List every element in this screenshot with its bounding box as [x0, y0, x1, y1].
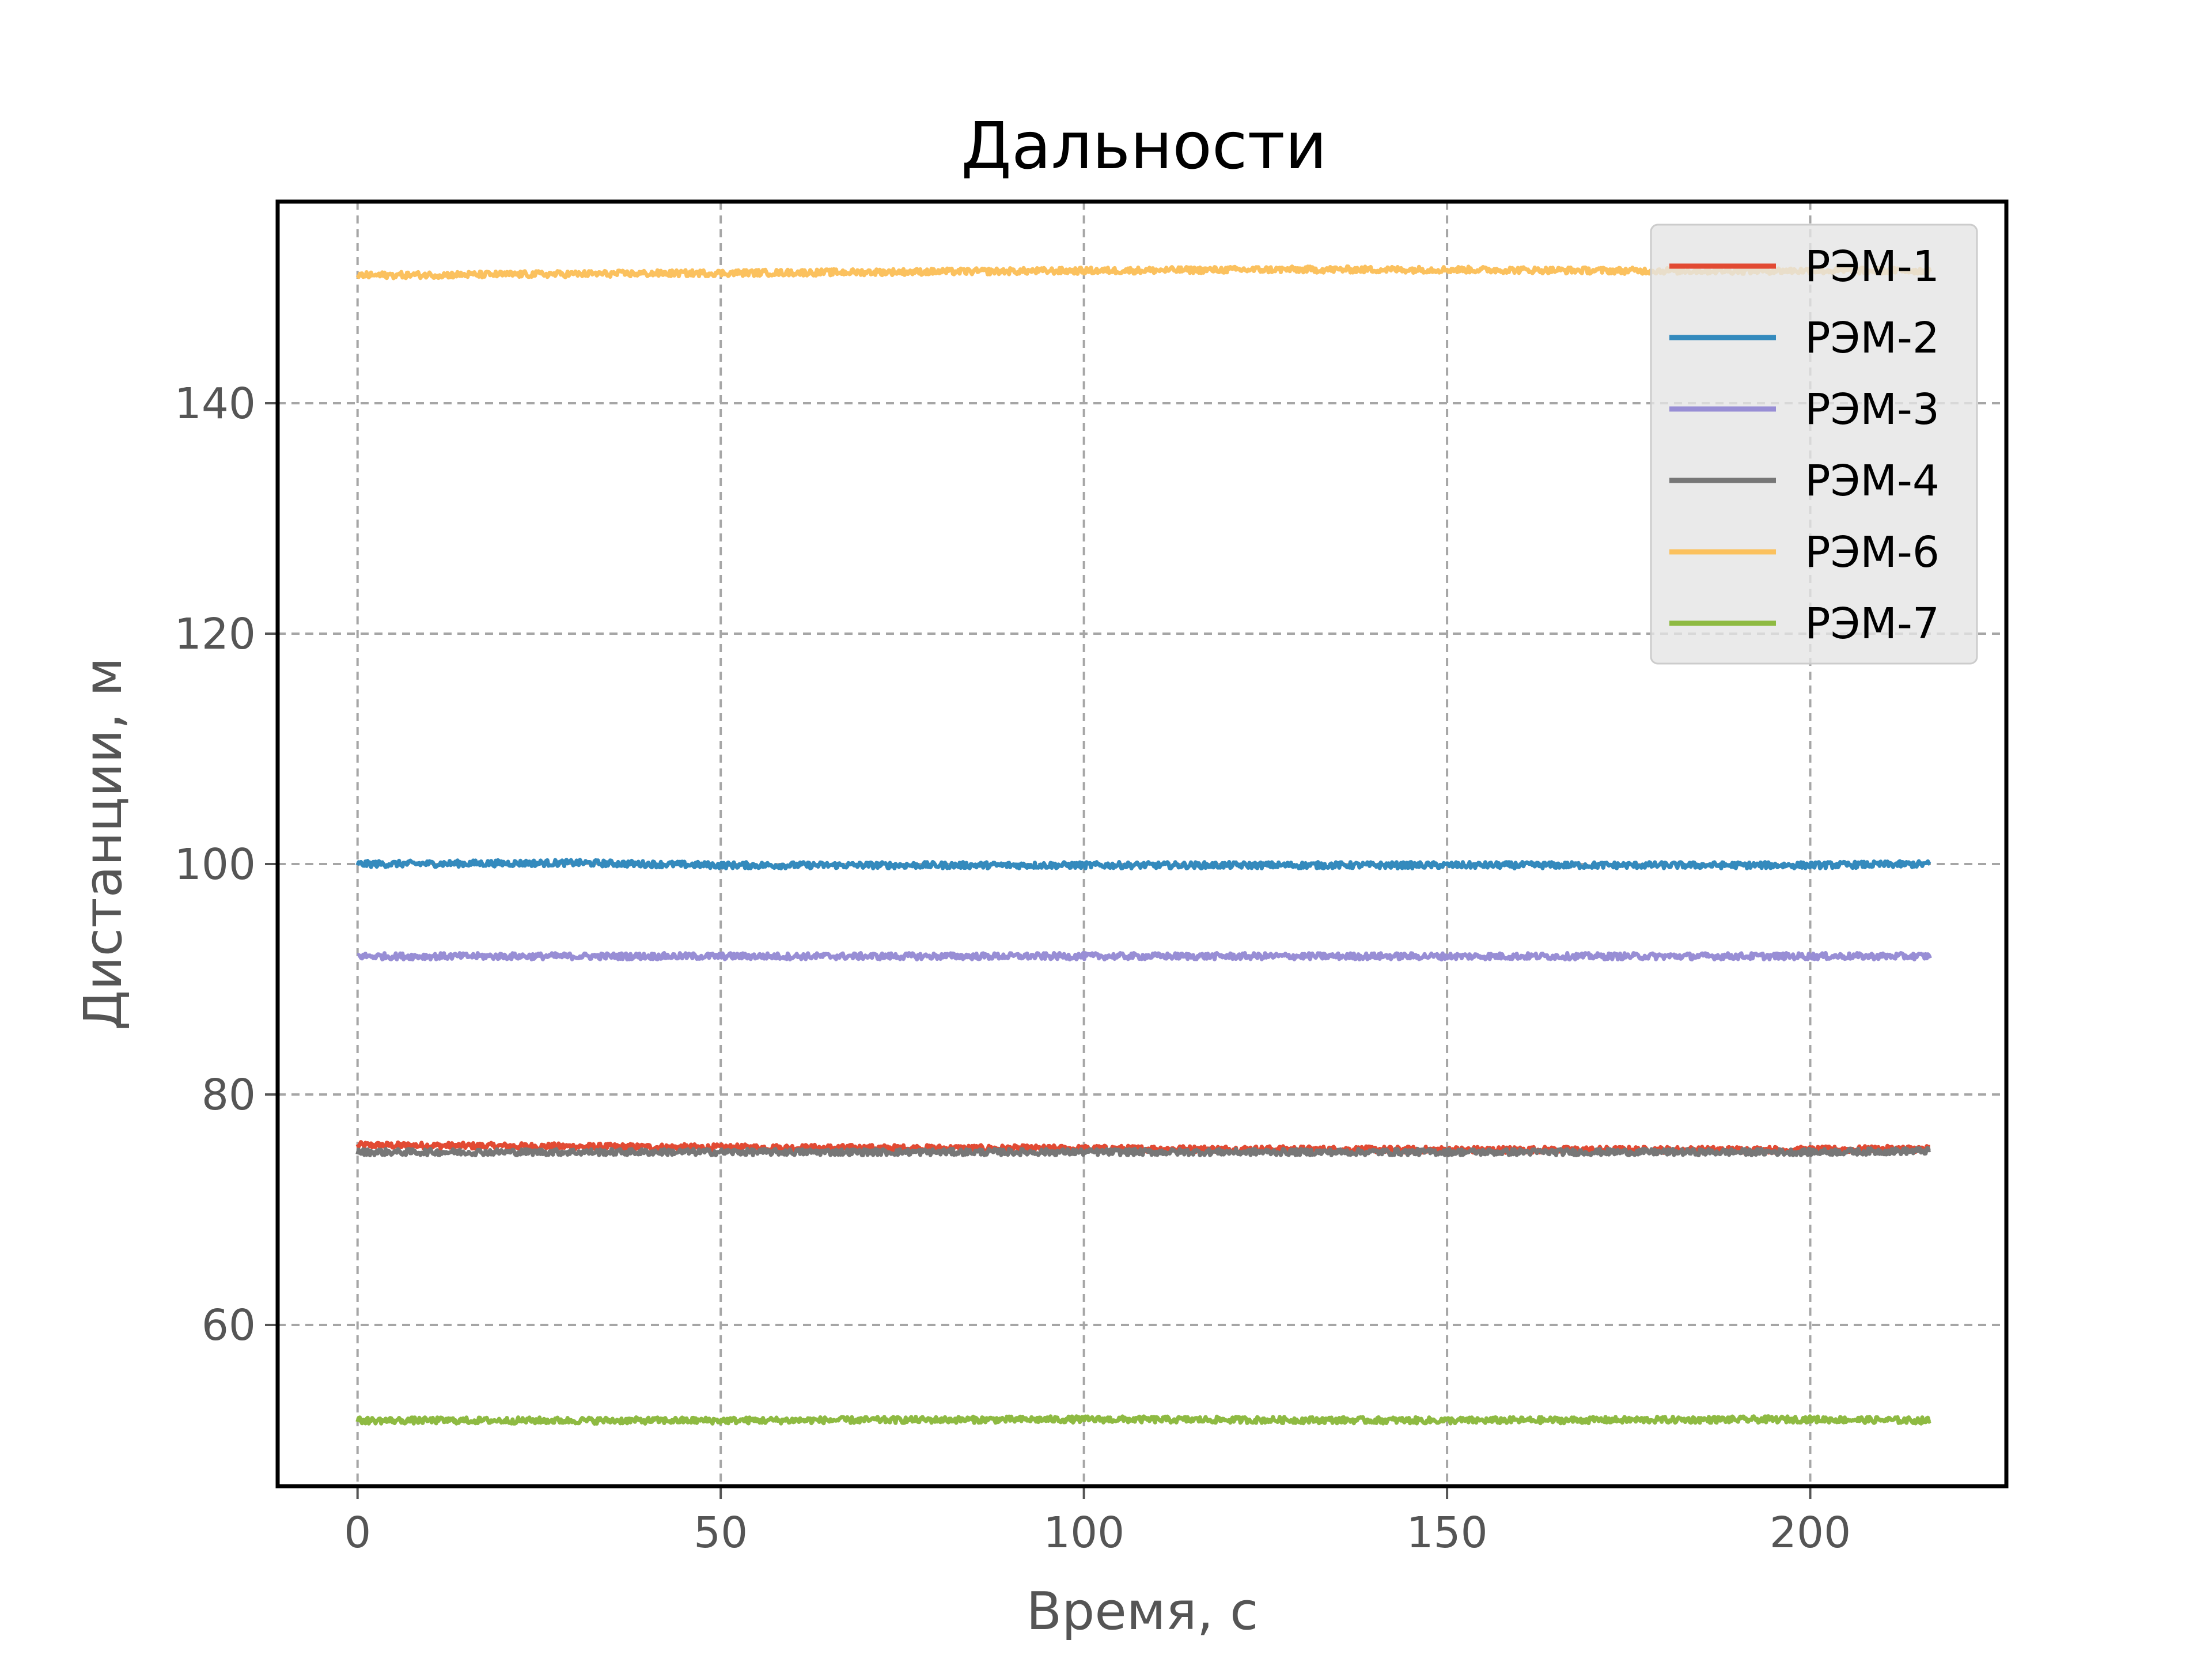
- legend-entries: РЭМ-1 РЭМ-2 РЭМ-3 РЭМ-4 РЭМ-6 РЭМ-7: [1669, 242, 1940, 649]
- legend-label: РЭМ-3: [1805, 385, 1940, 434]
- y-tick-label: 60: [202, 1301, 256, 1350]
- x-axis-label: Время, с: [1027, 1581, 1259, 1642]
- series-line-2: [355, 858, 1931, 870]
- series-line-6: [355, 1414, 1931, 1426]
- chart-title: Дальности: [961, 109, 1327, 184]
- legend-label: РЭМ-1: [1805, 242, 1940, 291]
- legend-label: РЭМ-2: [1805, 313, 1940, 363]
- y-tick-label: 80: [202, 1070, 256, 1120]
- y-tick-label: 120: [175, 609, 256, 659]
- plot-frame: [275, 199, 2009, 1488]
- legend-label: РЭМ-4: [1805, 456, 1940, 506]
- legend-label: РЭМ-7: [1805, 599, 1940, 649]
- legend: РЭМ-1 РЭМ-2 РЭМ-3 РЭМ-4 РЭМ-6 РЭМ-7: [1650, 224, 1978, 665]
- series-line-4: [355, 1146, 1931, 1157]
- y-axis-label: Дистанции, м: [73, 657, 134, 1031]
- x-tick-label: 0: [344, 1508, 371, 1558]
- legend-label: РЭМ-6: [1805, 528, 1940, 577]
- axis-ticks: 0 50 100 150 200 60 80 100 120 140: [175, 379, 1851, 1558]
- x-tick-label: 150: [1406, 1508, 1487, 1558]
- y-tick-label: 140: [175, 379, 256, 429]
- x-tick-label: 50: [694, 1508, 748, 1558]
- y-tick-label: 100: [175, 840, 256, 889]
- x-tick-label: 200: [1770, 1508, 1851, 1558]
- x-tick-label: 100: [1043, 1508, 1124, 1558]
- series-line-3: [357, 951, 1932, 961]
